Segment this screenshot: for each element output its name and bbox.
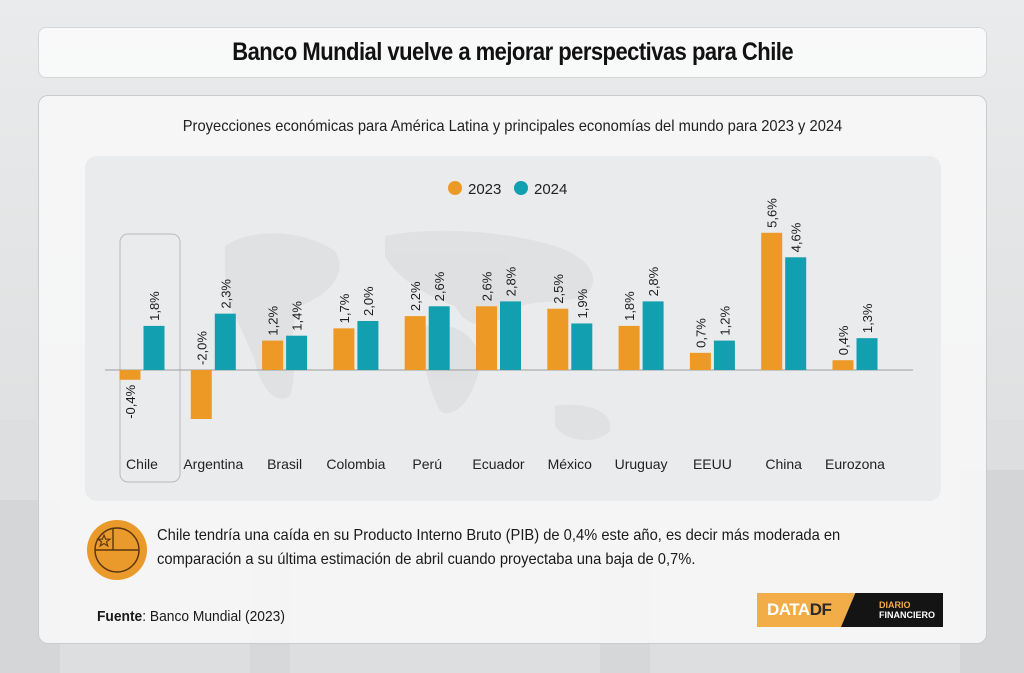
bar-chile-2023 xyxy=(119,370,141,380)
bar-ecuador-2024 xyxy=(500,301,521,370)
category-label-perú: Perú xyxy=(412,456,442,472)
data-label-ecuador-2024: 2,8% xyxy=(504,266,519,296)
chart-subtitle: Proyecciones económicas para América Lat… xyxy=(182,118,843,135)
bar-china-2023 xyxy=(761,232,783,370)
logo-df-text: DF xyxy=(809,600,832,619)
bar-eeuu-2024 xyxy=(713,340,735,370)
logo-data-text: DATA xyxy=(767,600,810,619)
bar-argentina-2024 xyxy=(214,313,236,370)
data-label-méxico-2023: 2,5% xyxy=(551,274,566,304)
category-label-chile: Chile xyxy=(126,456,158,472)
data-label-chile-2023: -0,4% xyxy=(123,384,138,418)
bar-colombia-2023 xyxy=(333,328,355,370)
data-label-china-2024: 4,6% xyxy=(789,222,804,252)
chile-flag-icon xyxy=(87,520,147,580)
data-label-uruguay-2023: 1,8% xyxy=(622,291,637,321)
bar-chile-2024 xyxy=(143,325,165,370)
data-label-eurozona-2024: 1,3% xyxy=(860,303,875,333)
data-label-chile-2024: 1,8% xyxy=(147,291,162,321)
data-label-china-2023: 5,6% xyxy=(765,198,780,228)
bar-perú-2023 xyxy=(404,316,426,370)
data-label-colombia-2024: 2,0% xyxy=(361,286,376,316)
data-label-brasil-2023: 1,2% xyxy=(266,306,281,336)
bar-chart: 2023 2024 -0,4% 1,8% -2,0% 2,3% 1,2% 1,4% 1,7% 2… xyxy=(105,181,913,483)
data-label-uruguay-2024: 2,8% xyxy=(646,266,661,296)
data-label-colombia-2023: 1,7% xyxy=(337,293,352,323)
data-label-perú-2024: 2,6% xyxy=(432,271,447,301)
bar-eurozona-2023 xyxy=(832,360,854,370)
legend-marker-2024 xyxy=(514,181,528,195)
data-label-eeuu-2024: 1,2% xyxy=(717,306,732,336)
logo-line1: DIARIO xyxy=(879,600,911,610)
category-label-brasil: Brasil xyxy=(267,456,302,472)
bar-méxico-2024 xyxy=(571,323,593,370)
bar-argentina-2023 xyxy=(190,370,212,419)
chile-note: Chile tendría una caída en su Producto I… xyxy=(87,520,957,600)
title-banner: Banco Mundial vuelve a mejorar perspecti… xyxy=(38,27,987,78)
datadf-logo: DATA DF DIARIO FINANCIERO xyxy=(757,593,943,627)
data-label-perú-2023: 2,2% xyxy=(408,281,423,311)
data-label-ecuador-2023: 2,6% xyxy=(480,271,495,301)
data-label-brasil-2024: 1,4% xyxy=(290,301,305,331)
bar-uruguay-2023 xyxy=(618,325,640,370)
source-line: Fuente: Banco Mundial (2023) xyxy=(97,608,285,625)
legend-label-2023: 2023 xyxy=(468,181,501,198)
bar-perú-2024 xyxy=(428,306,450,370)
data-label-eurozona-2023: 0,4% xyxy=(836,325,851,355)
chile-highlight-frame xyxy=(119,233,181,483)
bar-china-2024 xyxy=(785,257,807,370)
bar-brasil-2024 xyxy=(286,335,308,370)
category-label-china: China xyxy=(765,456,802,472)
data-label-méxico-2024: 1,9% xyxy=(575,288,590,318)
logo-line2: FINANCIERO xyxy=(879,610,935,620)
data-label-argentina-2024: 2,3% xyxy=(218,279,233,309)
chart-panel: 2023 2024 -0,4% 1,8% -2,0% 2,3% 1,2% 1,4% 1,7% 2… xyxy=(85,156,941,501)
data-label-argentina-2023: -2,0% xyxy=(194,331,209,365)
bar-colombia-2024 xyxy=(357,321,379,370)
data-label-eeuu-2023: 0,7% xyxy=(693,318,708,348)
infographic-panel: Proyecciones económicas para América Lat… xyxy=(38,95,987,644)
category-label-eeuu: EEUU xyxy=(693,456,732,472)
chart-legend: 2023 2024 xyxy=(448,181,567,198)
bar-uruguay-2024 xyxy=(642,301,664,370)
logo-diario-financiero: DIARIO FINANCIERO xyxy=(841,593,943,627)
page-title: Banco Mundial vuelve a mejorar perspecti… xyxy=(232,38,793,66)
bar-méxico-2023 xyxy=(547,308,569,370)
note-text: Chile tendría una caída en su Producto I… xyxy=(157,527,841,568)
category-label-argentina: Argentina xyxy=(183,456,243,472)
legend-label-2024: 2024 xyxy=(534,181,567,198)
logo-data-df: DATA DF xyxy=(757,593,855,627)
source-label: Fuente xyxy=(97,608,143,625)
legend-marker-2023 xyxy=(448,181,462,195)
category-label-eurozona: Eurozona xyxy=(825,456,885,472)
category-label-méxico: México xyxy=(548,456,593,472)
bar-brasil-2023 xyxy=(262,340,284,370)
bar-ecuador-2023 xyxy=(476,306,497,370)
category-label-colombia: Colombia xyxy=(326,456,385,472)
category-label-ecuador: Ecuador xyxy=(472,456,524,472)
category-label-uruguay: Uruguay xyxy=(615,456,668,472)
source-value: : Banco Mundial (2023) xyxy=(142,608,285,625)
bar-eeuu-2023 xyxy=(689,352,711,370)
bar-eurozona-2024 xyxy=(856,338,878,370)
